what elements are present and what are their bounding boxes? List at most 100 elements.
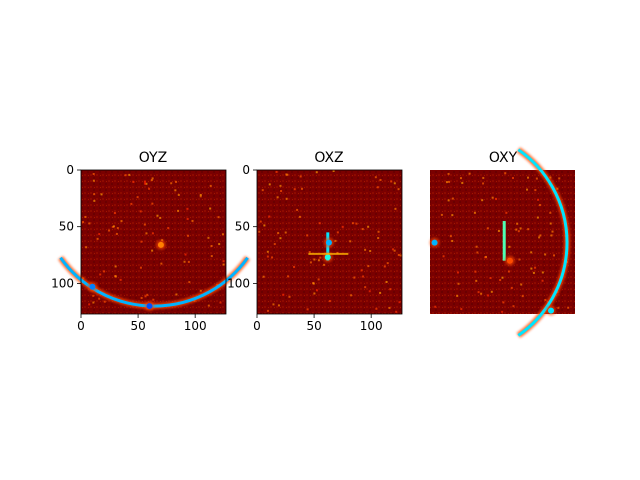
heatmap-speckle <box>482 182 485 185</box>
heatmap-speckle <box>447 199 450 202</box>
heatmap-speckle <box>300 187 303 190</box>
heatmap-speckle <box>353 276 356 279</box>
heatmap-speckle <box>558 177 561 180</box>
heatmap-speckle <box>536 216 539 219</box>
heatmap-speckle <box>515 228 518 231</box>
heatmap-speckle <box>128 173 131 176</box>
heatmap-speckle <box>207 236 210 239</box>
heatmap-speckle <box>114 275 117 278</box>
heatmap-speckle <box>490 290 493 293</box>
heatmap-speckle <box>119 278 122 281</box>
heatmap-speckle <box>96 237 99 240</box>
heatmap-speckle <box>199 193 202 196</box>
heatmap-speckle <box>364 286 367 289</box>
heatmap-speckle <box>544 298 547 301</box>
heatmap-speckle <box>266 309 269 312</box>
heatmap-speckle <box>268 183 271 186</box>
heatmap-hotspot <box>431 239 438 246</box>
heatmap-speckle <box>143 223 146 226</box>
heatmap-speckle <box>139 210 142 213</box>
heatmap-speckle <box>395 310 398 313</box>
heatmap-speckle <box>159 216 162 219</box>
heatmap-hotspot <box>325 239 332 246</box>
heatmap-speckle <box>287 275 290 278</box>
heatmap-speckle <box>499 279 502 282</box>
heatmap-speckle <box>116 227 119 230</box>
heatmap-speckle <box>457 282 460 285</box>
heatmap-speckle <box>497 229 500 232</box>
heatmap-speckle <box>268 215 271 218</box>
heatmap-hotspot <box>157 241 164 248</box>
y-tick-label: 0 <box>66 163 74 177</box>
heatmap-speckle <box>535 177 538 180</box>
heatmap-speckle <box>549 211 552 214</box>
heatmap-speckle <box>388 306 391 309</box>
heatmap-speckle <box>92 172 95 175</box>
heatmap-speckle <box>486 227 489 230</box>
heatmap-speckle <box>261 189 264 192</box>
heatmap-speckle <box>334 239 337 242</box>
heatmap-speckle <box>368 290 371 293</box>
heatmap-speckle <box>534 189 537 192</box>
heatmap-hotspot <box>89 283 96 290</box>
heatmap-hotspot <box>548 307 555 314</box>
heatmap-speckle <box>512 305 515 308</box>
heatmap-speckle <box>293 188 296 191</box>
heatmap-speckle <box>306 308 309 311</box>
heatmap-speckle <box>519 227 522 230</box>
heatmap-speckle <box>505 211 508 214</box>
heatmap-speckle <box>317 278 320 281</box>
heatmap-speckle <box>449 235 452 238</box>
heatmap-speckle <box>280 190 283 193</box>
heatmap-speckle <box>199 289 202 292</box>
heatmap-speckle <box>541 271 544 274</box>
heatmap-speckle <box>277 304 280 307</box>
x-tick-label: 0 <box>77 319 85 333</box>
heatmap-speckle <box>491 196 494 199</box>
heatmap-speckle <box>199 195 202 198</box>
heatmap-speckle <box>512 177 515 180</box>
heatmap-speckle <box>120 220 123 223</box>
heatmap-speckle <box>151 177 154 180</box>
heatmap-speckle <box>526 176 529 179</box>
heatmap-speckle <box>502 301 505 304</box>
heatmap-speckle <box>282 293 285 296</box>
heatmap-speckle <box>383 265 386 268</box>
heatmap-speckle <box>537 198 540 201</box>
heatmap-speckle <box>451 214 454 217</box>
heatmap-speckle <box>187 260 190 263</box>
heatmap-speckle <box>377 230 380 233</box>
heatmap-speckle <box>285 197 288 200</box>
heatmap-speckle <box>217 216 220 219</box>
heatmap-speckle <box>538 204 541 207</box>
heatmap-speckle <box>557 306 560 309</box>
heatmap-speckle <box>266 250 269 253</box>
heatmap-speckle <box>391 248 394 251</box>
heatmap-oxy <box>429 147 575 338</box>
heatmap-speckle <box>376 186 379 189</box>
heatmap-speckle <box>93 193 96 196</box>
heatmap-speckle <box>385 280 388 283</box>
heatmap-speckle <box>390 180 393 183</box>
heatmap-speckle <box>279 237 282 240</box>
heatmap-background <box>81 170 226 314</box>
panel-title-oxz: OXZ <box>314 150 343 166</box>
heatmap-speckle <box>275 170 278 173</box>
heatmap-speckle <box>262 275 265 278</box>
heatmap-speckle <box>516 222 519 225</box>
heatmap-speckle <box>361 228 364 231</box>
heatmap-speckle <box>115 232 118 235</box>
heatmap-speckle <box>317 259 320 262</box>
heatmap-speckle <box>146 293 149 296</box>
heatmap-speckle <box>315 171 318 174</box>
panel-oxy: OXY <box>429 147 575 338</box>
heatmap-speckle <box>332 170 335 173</box>
heatmap-speckle <box>567 306 570 309</box>
heatmap-speckle <box>98 297 101 300</box>
heatmap-speckle <box>85 246 88 249</box>
heatmap-speckle <box>553 254 556 257</box>
heatmap-speckle <box>148 187 151 190</box>
axes-frame <box>80 169 227 315</box>
heatmap-speckle <box>313 258 316 261</box>
